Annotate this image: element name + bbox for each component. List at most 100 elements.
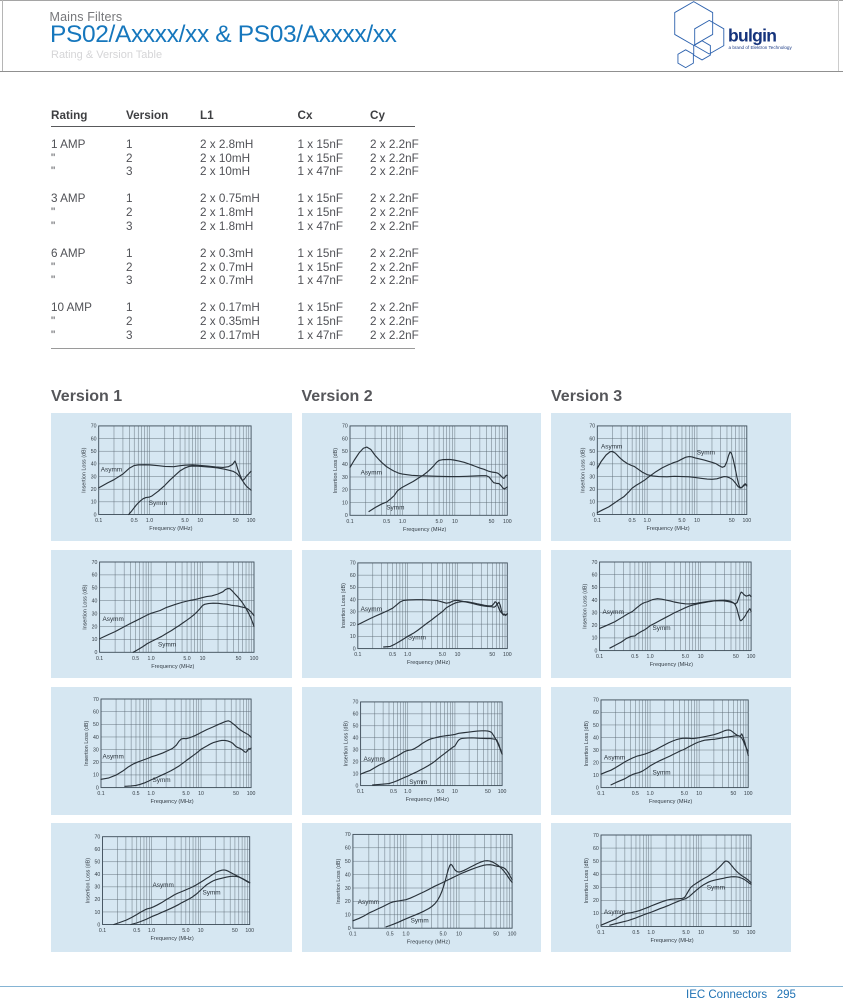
svg-text:0.1: 0.1 [96, 656, 103, 662]
svg-text:30: 30 [91, 474, 97, 480]
svg-text:10: 10 [698, 654, 704, 660]
svg-text:Insertion Loss (dB): Insertion Loss (dB) [86, 858, 92, 903]
svg-text:60: 60 [344, 846, 350, 852]
svg-text:10: 10 [593, 911, 599, 917]
svg-text:0.5: 0.5 [631, 654, 638, 660]
svg-text:1.0: 1.0 [147, 656, 154, 662]
svg-text:Insertion Loss (dB): Insertion Loss (dB) [83, 584, 89, 629]
svg-text:60: 60 [593, 710, 599, 716]
svg-text:10: 10 [197, 518, 203, 524]
svg-text:10: 10 [696, 791, 702, 797]
svg-text:70: 70 [342, 424, 348, 430]
svg-text:20: 20 [93, 760, 99, 766]
svg-text:60: 60 [352, 712, 358, 718]
svg-text:50: 50 [95, 860, 101, 866]
svg-text:1.0: 1.0 [404, 789, 411, 795]
svg-text:1.0: 1.0 [147, 791, 154, 797]
svg-text:Symm: Symm [697, 450, 715, 457]
svg-text:0: 0 [592, 512, 595, 518]
svg-text:50: 50 [589, 449, 595, 455]
svg-text:Asymm: Asymm [153, 882, 174, 889]
svg-text:50: 50 [731, 791, 737, 797]
svg-text:Frequency (MHz): Frequency (MHz) [649, 799, 692, 805]
svg-text:5.0: 5.0 [681, 791, 688, 797]
svg-text:70: 70 [92, 560, 98, 566]
svg-text:70: 70 [593, 833, 599, 839]
svg-text:30: 30 [593, 748, 599, 754]
svg-text:100: 100 [747, 654, 756, 660]
svg-text:10: 10 [593, 773, 599, 779]
svg-text:0.5: 0.5 [132, 791, 139, 797]
svg-text:30: 30 [589, 474, 595, 480]
svg-text:Asymm: Asymm [360, 606, 381, 613]
svg-text:10: 10 [344, 913, 350, 919]
svg-text:70: 70 [593, 698, 599, 704]
svg-text:Symm: Symm [158, 642, 176, 649]
svg-text:Insertion Loss (dB): Insertion Loss (dB) [584, 721, 590, 766]
svg-text:0.1: 0.1 [597, 791, 604, 797]
svg-text:0.5: 0.5 [632, 930, 639, 936]
svg-text:40: 40 [344, 872, 350, 878]
svg-text:0: 0 [95, 650, 98, 656]
svg-text:70: 70 [592, 560, 598, 566]
svg-text:Frequency (MHz): Frequency (MHz) [650, 938, 693, 944]
svg-text:40: 40 [352, 736, 358, 742]
svg-text:60: 60 [93, 709, 99, 715]
svg-text:50: 50 [91, 449, 97, 455]
svg-text:50: 50 [349, 585, 355, 591]
svg-text:50: 50 [233, 518, 239, 524]
svg-text:40: 40 [592, 598, 598, 604]
svg-text:30: 30 [92, 611, 98, 617]
svg-text:0.1: 0.1 [594, 518, 601, 524]
svg-text:40: 40 [593, 735, 599, 741]
svg-text:0: 0 [347, 926, 350, 932]
svg-text:10: 10 [91, 500, 97, 506]
svg-text:Asymm: Asymm [357, 899, 378, 906]
svg-text:70: 70 [95, 835, 101, 841]
svg-text:10: 10 [349, 634, 355, 640]
svg-text:50: 50 [592, 585, 598, 591]
svg-text:40: 40 [349, 597, 355, 603]
svg-text:30: 30 [342, 475, 348, 481]
svg-text:Asymm: Asymm [604, 909, 625, 916]
svg-text:Symm: Symm [653, 625, 671, 632]
svg-text:100: 100 [747, 930, 756, 936]
svg-text:Insertion Loss (dB): Insertion Loss (dB) [84, 720, 90, 765]
svg-text:Insertion Loss (dB): Insertion Loss (dB) [583, 583, 589, 628]
svg-text:100: 100 [247, 518, 256, 524]
svg-text:10: 10 [592, 636, 598, 642]
svg-text:40: 40 [91, 462, 97, 468]
svg-text:50: 50 [733, 654, 739, 660]
svg-text:70: 70 [589, 424, 595, 430]
svg-text:0.5: 0.5 [383, 519, 390, 525]
svg-text:50: 50 [729, 518, 735, 524]
svg-text:100: 100 [744, 791, 753, 797]
svg-text:5.0: 5.0 [438, 652, 445, 658]
svg-text:5.0: 5.0 [437, 789, 444, 795]
svg-text:10: 10 [454, 652, 460, 658]
svg-text:Asymm: Asymm [360, 470, 381, 477]
svg-text:50: 50 [493, 932, 499, 938]
svg-text:10: 10 [198, 791, 204, 797]
svg-text:Insertion Loss (dB): Insertion Loss (dB) [333, 448, 339, 493]
svg-text:Frequency (MHz): Frequency (MHz) [149, 526, 192, 532]
svg-text:50: 50 [489, 652, 495, 658]
svg-text:50: 50 [488, 519, 494, 525]
svg-text:20: 20 [352, 759, 358, 765]
svg-text:60: 60 [593, 846, 599, 852]
svg-text:100: 100 [247, 791, 256, 797]
svg-text:Insertion Loss (dB): Insertion Loss (dB) [584, 858, 590, 903]
svg-text:0.5: 0.5 [389, 789, 396, 795]
svg-text:100: 100 [502, 519, 511, 525]
svg-text:Insertion Loss (dB): Insertion Loss (dB) [82, 447, 88, 492]
svg-text:Symm: Symm [407, 635, 425, 642]
svg-text:40: 40 [93, 735, 99, 741]
svg-text:5.0: 5.0 [682, 654, 689, 660]
svg-text:0.1: 0.1 [97, 791, 104, 797]
svg-text:0: 0 [352, 646, 355, 652]
svg-text:60: 60 [95, 847, 101, 853]
svg-text:20: 20 [349, 622, 355, 628]
svg-text:30: 30 [593, 885, 599, 891]
svg-text:100: 100 [742, 518, 751, 524]
svg-text:1.0: 1.0 [646, 791, 653, 797]
